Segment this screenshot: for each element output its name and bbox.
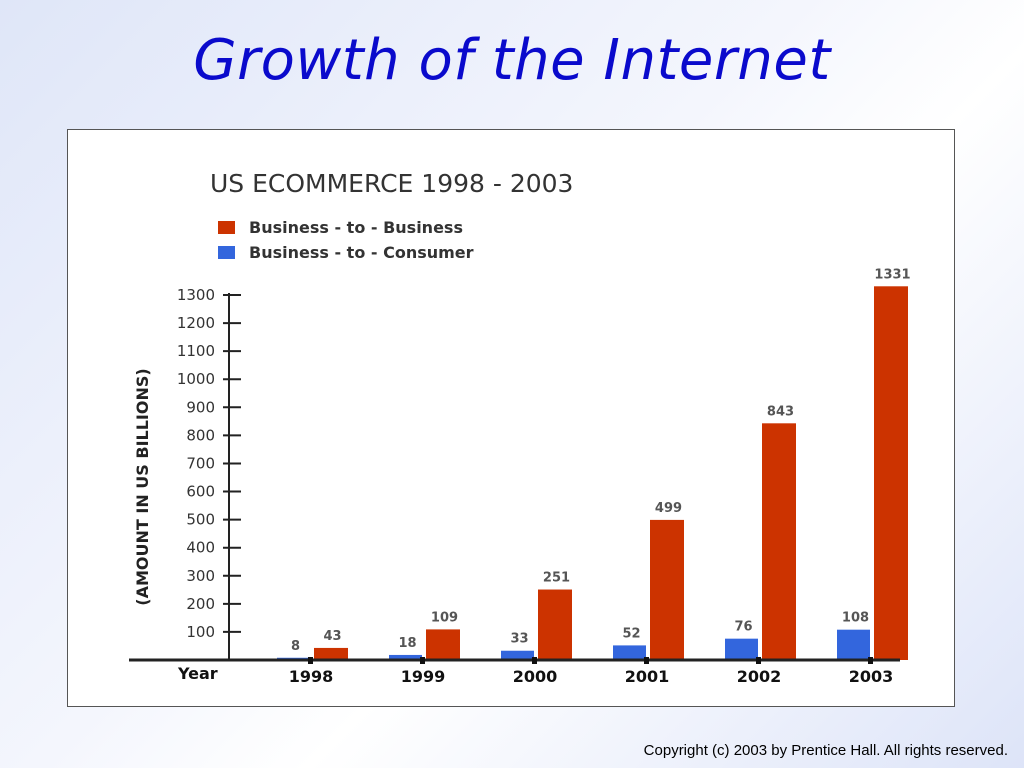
bar-b2c-1999: [389, 654, 422, 660]
y-axis-title: (AMOUNT IN US BILLIONS): [133, 368, 152, 605]
y-tick-label: 600: [186, 483, 215, 501]
copyright-notice: Copyright (c) 2003 by Prentice Hall. All…: [643, 742, 1008, 759]
slide-title: Growth of the Internet: [193, 28, 831, 93]
legend-label: Business - to - Consumer: [249, 243, 474, 262]
value-label-b2c: 33: [510, 632, 528, 647]
x-tick-label: 1999: [401, 667, 446, 686]
y-tick-label: 1200: [177, 314, 215, 332]
y-tick-label: 800: [186, 426, 215, 444]
y-tick-label: 900: [186, 398, 215, 416]
value-label-b2b: 843: [767, 404, 794, 419]
y-tick-label: 500: [186, 511, 215, 529]
y-tick-label: 1000: [177, 370, 215, 388]
value-label-b2c: 76: [734, 620, 752, 635]
x-tick-label: 2001: [625, 667, 670, 686]
chart-legend: Business - to - Business Business - to - …: [218, 218, 474, 262]
value-label-b2b: 43: [323, 629, 341, 644]
ecommerce-bar-chart: US ECOMMERCE 1998 - 2003 Business - to -…: [129, 169, 911, 686]
chart-title: US ECOMMERCE 1998 - 2003: [210, 169, 573, 198]
x-tick-mark: [644, 657, 649, 664]
bar-b2b-2002: [762, 423, 796, 660]
bar-b2c-2001: [613, 645, 646, 660]
bar-b2c-2003: [837, 629, 870, 660]
bar-b2c-2002: [725, 638, 758, 660]
bar-b2b-2000: [538, 589, 572, 660]
y-tick-label: 700: [186, 454, 215, 472]
bar-b2c-2000: [501, 650, 534, 660]
x-tick-mark: [532, 657, 537, 664]
y-tick-label: 400: [186, 539, 215, 557]
x-tick-mark: [756, 657, 761, 664]
legend-label: Business - to - Business: [249, 218, 463, 237]
x-tick-mark: [868, 657, 873, 664]
value-label-b2b: 499: [655, 501, 682, 516]
value-label-b2c: 8: [291, 639, 300, 654]
value-label-b2c: 108: [842, 611, 869, 626]
value-label-b2b: 251: [543, 571, 570, 586]
chart-frame: US ECOMMERCE 1998 - 2003 Business - to -…: [67, 129, 955, 707]
value-label-b2b: 109: [431, 610, 458, 625]
bar-b2b-2003: [874, 286, 908, 660]
y-axis: 100 200 300 400 500 600 700 800 900 1000 1100 1200 1…: [133, 286, 241, 660]
value-label-b2b: 1331: [874, 267, 910, 282]
bar-b2b-2001: [650, 519, 684, 660]
value-label-b2c: 52: [622, 626, 640, 641]
y-tick-label: 200: [186, 595, 215, 613]
y-tick-label: 1100: [177, 342, 215, 360]
y-tick-label: 300: [186, 567, 215, 585]
x-tick-label: 2000: [513, 667, 558, 686]
y-tick-label: 1300: [177, 286, 215, 304]
x-tick-label: 2002: [737, 667, 782, 686]
bar-b2b-1999: [426, 629, 460, 660]
legend-swatch: [218, 246, 235, 259]
x-axis-title: Year: [177, 664, 218, 683]
y-tick-label: 100: [186, 623, 215, 641]
x-tick-label: 1998: [289, 667, 334, 686]
x-tick-label: 2003: [849, 667, 894, 686]
legend-swatch: [218, 221, 235, 234]
value-label-b2c: 18: [398, 636, 416, 651]
bar-b2b-1998: [314, 647, 348, 660]
x-axis: Year 1998 1999 2000 2001 2002 2003: [129, 657, 900, 686]
x-tick-mark: [308, 657, 313, 664]
x-tick-mark: [420, 657, 425, 664]
